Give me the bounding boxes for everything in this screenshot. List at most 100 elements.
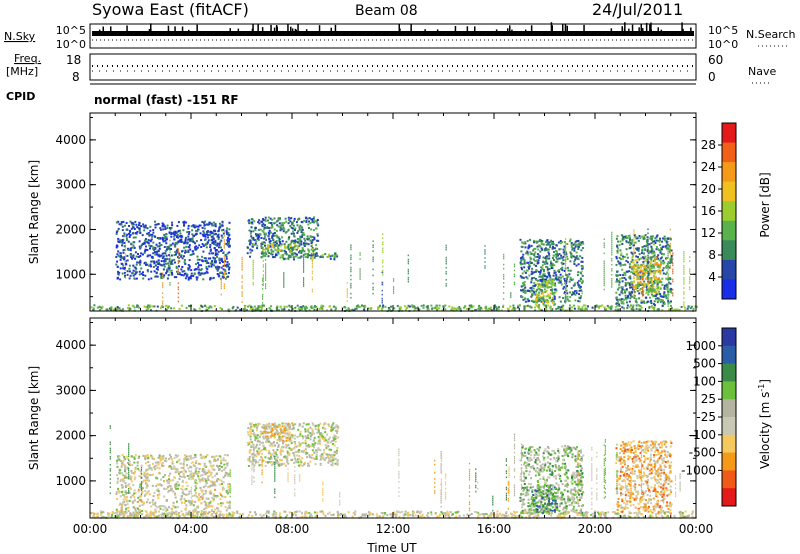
range-gate-cell (250, 218, 253, 220)
range-gate-cell (538, 256, 541, 259)
range-gate-cell (619, 264, 622, 267)
range-gate-cell (655, 293, 658, 296)
range-gate-cell (265, 287, 267, 289)
range-gate-cell (159, 273, 162, 276)
range-gate-cell (626, 301, 628, 304)
range-gate-cell (306, 242, 309, 245)
range-gate-cell (161, 222, 164, 225)
range-gate-cell (657, 254, 660, 257)
range-gate-cell (372, 288, 374, 291)
range-gate-cell (149, 304, 152, 307)
range-gate-cell (650, 289, 653, 291)
range-gate-cell (611, 263, 613, 266)
range-gate-cell (565, 272, 567, 275)
range-gate-cell (649, 257, 652, 260)
range-gate-cell (120, 241, 123, 244)
range-gate-cell (273, 246, 276, 249)
range-gate-cell (493, 304, 496, 307)
range-gate-cell (509, 305, 512, 308)
range-gate-cell (205, 246, 208, 249)
range-gate-cell (164, 225, 166, 228)
range-gate-cell (271, 225, 274, 228)
range-gate-cell (579, 241, 581, 244)
range-gate-cell (503, 267, 505, 270)
range-gate-cell (290, 226, 293, 229)
range-gate-cell (249, 239, 252, 242)
range-gate-cell (622, 236, 625, 239)
range-gate-cell (252, 263, 254, 266)
range-gate-cell (659, 272, 662, 275)
range-gate-cell (332, 457, 335, 460)
range-gate-cell (540, 241, 543, 244)
range-gate-cell (650, 299, 653, 302)
range-gate-cell (271, 235, 274, 238)
range-gate-cell (653, 258, 656, 261)
range-gate-cell (292, 224, 295, 227)
range-gate-cell (686, 307, 689, 310)
range-gate-cell (207, 262, 210, 265)
range-gate-cell (169, 245, 171, 248)
range-gate-cell (619, 262, 622, 265)
range-gate-cell (214, 225, 217, 228)
range-gate-cell (331, 424, 333, 427)
range-gate-cell (188, 266, 191, 269)
range-gate-cell (249, 435, 252, 438)
range-gate-cell (247, 431, 250, 434)
range-gate-cell (96, 306, 99, 309)
range-gate-cell (322, 458, 325, 461)
range-gate-cell (320, 304, 323, 307)
range-gate-cell (370, 307, 373, 309)
range-gate-cell (659, 266, 662, 269)
range-gate-cell (297, 451, 300, 453)
range-gate-cell (203, 227, 206, 230)
range-gate-cell (213, 258, 216, 261)
range-gate-cell (266, 244, 269, 247)
range-gate-cell (664, 238, 667, 240)
range-gate-cell (303, 237, 306, 240)
range-gate-cell (562, 259, 565, 262)
range-gate-cell (299, 434, 302, 437)
range-gate-cell (621, 300, 624, 303)
range-gate-cell (549, 264, 552, 267)
range-gate-cell (278, 222, 281, 225)
range-gate-cell (308, 220, 310, 223)
range-gate-cell (581, 308, 584, 311)
range-gate-cell (503, 263, 505, 266)
range-gate-cell (451, 308, 454, 311)
range-gate-cell (643, 252, 645, 255)
range-gate-cell (319, 464, 322, 466)
range-gate-cell (258, 440, 261, 443)
range-gate-cell (308, 309, 311, 312)
range-gate-cell (131, 304, 134, 307)
range-gate-cell (616, 288, 619, 291)
range-gate-cell (647, 266, 649, 269)
range-gate-cell (258, 219, 261, 222)
range-gate-cell (278, 440, 281, 442)
range-gate-cell (566, 255, 569, 258)
range-gate-cell (212, 237, 215, 240)
range-gate-cell (390, 305, 392, 308)
range-gate-cell (251, 237, 254, 240)
range-gate-cell (573, 282, 576, 285)
range-gate-cell (563, 251, 566, 253)
range-gate-cell (545, 240, 548, 243)
range-gate-cell (126, 270, 129, 273)
range-gate-cell (189, 254, 192, 256)
range-gate-cell (633, 271, 635, 274)
range-gate-cell (563, 245, 566, 248)
range-gate-cell (291, 422, 294, 425)
range-gate-cell (644, 269, 647, 272)
range-gate-cell (294, 227, 297, 230)
range-gate-cell (551, 284, 554, 287)
range-gate-cell (116, 253, 119, 256)
range-gate-cell (313, 443, 316, 446)
range-gate-cell (551, 292, 554, 294)
range-gate-cell (143, 262, 146, 265)
range-gate-cell (124, 261, 127, 263)
range-gate-cell (175, 253, 177, 256)
range-gate-cell (333, 258, 336, 261)
range-gate-cell (619, 299, 622, 302)
range-gate-cell (661, 305, 664, 307)
range-gate-cell (629, 304, 632, 307)
range-gate-cell (307, 243, 310, 246)
